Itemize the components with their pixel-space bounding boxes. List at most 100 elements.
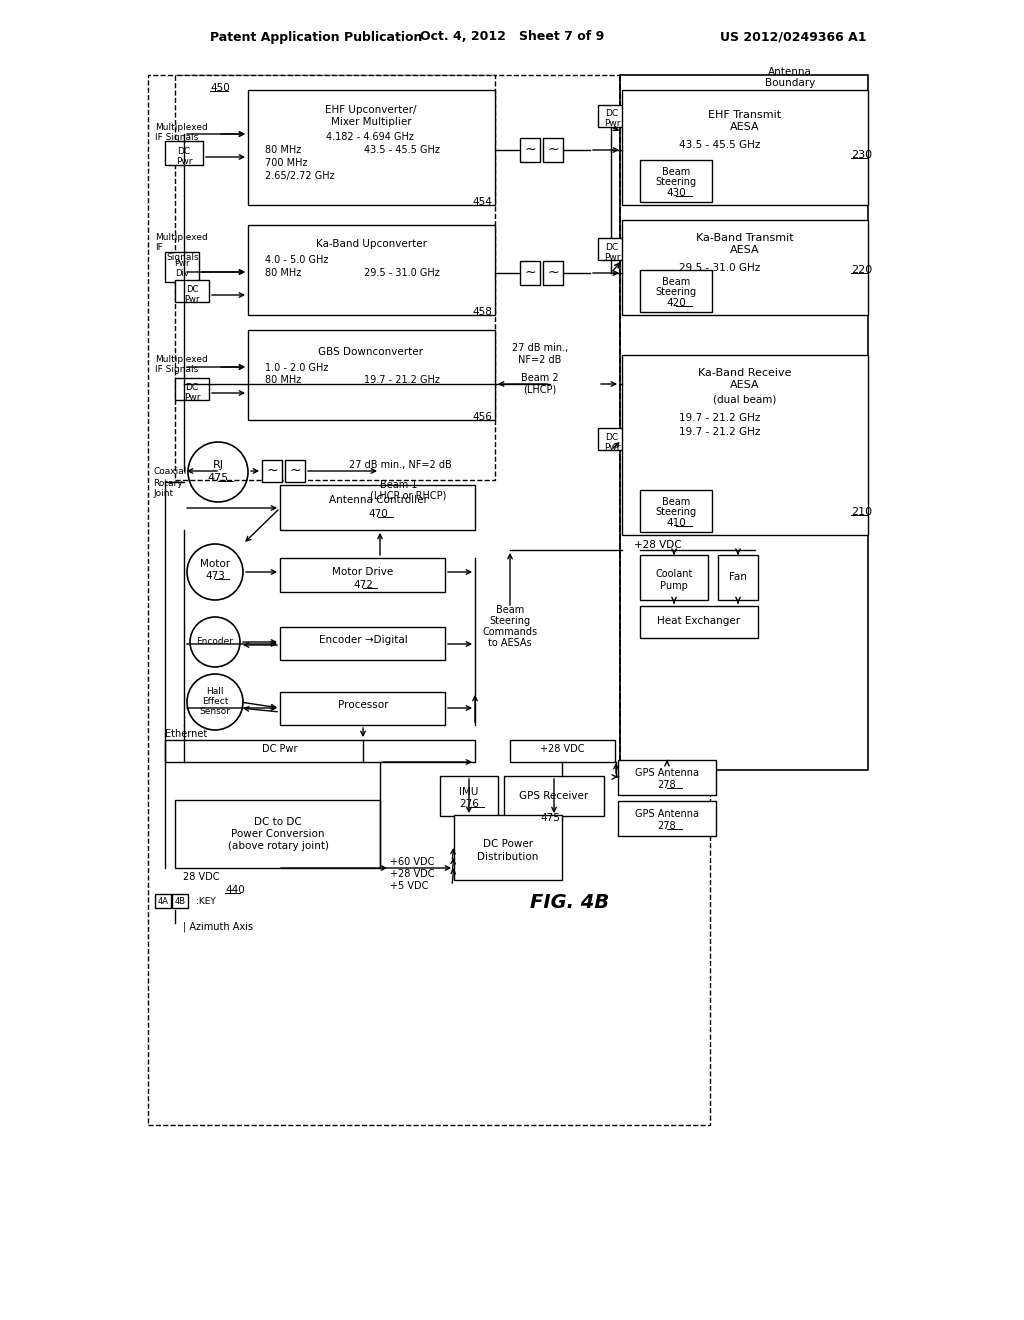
Text: 4A: 4A (158, 896, 169, 906)
Text: 43.5 - 45.5 GHz: 43.5 - 45.5 GHz (365, 145, 440, 154)
Bar (622, 220, 868, 315)
Text: GBS Downconverter: GBS Downconverter (318, 347, 424, 356)
Text: Mixer Multiplier: Mixer Multiplier (331, 117, 412, 127)
Bar (175, 280, 209, 302)
Text: AESA: AESA (730, 121, 760, 132)
Text: 80 MHz: 80 MHz (265, 375, 301, 385)
Text: 473: 473 (205, 572, 225, 581)
Text: Div: Div (175, 269, 189, 279)
Bar (280, 627, 445, 660)
Text: Pump: Pump (660, 581, 688, 591)
Text: GPS Antenna: GPS Antenna (635, 768, 699, 777)
Text: 80 MHz: 80 MHz (265, 268, 301, 279)
Text: Joint: Joint (153, 490, 173, 499)
Text: 19.7 - 21.2 GHz: 19.7 - 21.2 GHz (365, 375, 440, 385)
Text: US 2012/0249366 A1: US 2012/0249366 A1 (720, 30, 866, 44)
Text: Signals: Signals (166, 253, 199, 263)
Text: 4.182 - 4.694 GHz: 4.182 - 4.694 GHz (326, 132, 414, 143)
Bar (640, 554, 708, 601)
Text: +60 VDC: +60 VDC (390, 857, 434, 867)
Text: Multiplexed: Multiplexed (155, 234, 208, 243)
Text: Pwr: Pwr (604, 120, 621, 128)
Bar (172, 894, 188, 908)
Text: Distribution: Distribution (477, 851, 539, 862)
Text: Power Conversion: Power Conversion (231, 829, 325, 840)
Text: | Azimuth Axis: | Azimuth Axis (183, 921, 253, 932)
Text: (LHCP or RHCP): (LHCP or RHCP) (370, 491, 446, 502)
Text: Ka-Band Transmit: Ka-Band Transmit (696, 234, 794, 243)
Text: ~: ~ (524, 143, 536, 157)
Text: 210: 210 (851, 507, 872, 517)
Text: Antenna Controller: Antenna Controller (329, 495, 427, 506)
Text: 80 MHz: 80 MHz (265, 145, 301, 154)
Text: Steering: Steering (655, 177, 696, 187)
Bar (175, 800, 380, 869)
Bar (543, 261, 563, 285)
Text: Coolant: Coolant (655, 569, 692, 579)
Text: 29.5 - 31.0 GHz: 29.5 - 31.0 GHz (365, 268, 440, 279)
Text: Antenna: Antenna (768, 67, 812, 77)
Text: Beam: Beam (662, 168, 690, 177)
Text: Motor: Motor (200, 558, 230, 569)
Text: ~: ~ (547, 143, 559, 157)
Text: +28 VDC: +28 VDC (634, 540, 682, 550)
Text: IMU: IMU (460, 787, 478, 797)
Text: DC: DC (605, 243, 618, 252)
Text: Pwr: Pwr (174, 260, 189, 268)
Text: IF: IF (155, 243, 163, 252)
Text: Effect: Effect (202, 697, 228, 706)
Text: 27 dB min., NF=2 dB: 27 dB min., NF=2 dB (348, 459, 452, 470)
Text: EHF Transmit: EHF Transmit (709, 110, 781, 120)
Text: Heat Exchanger: Heat Exchanger (657, 616, 740, 626)
Text: (above rotary joint): (above rotary joint) (227, 841, 329, 851)
Bar (618, 801, 716, 836)
Text: Fan: Fan (729, 572, 746, 582)
Bar (280, 484, 475, 531)
Text: 470: 470 (368, 510, 388, 519)
Bar (165, 741, 475, 762)
Text: Coaxial: Coaxial (153, 467, 186, 477)
Bar (640, 271, 712, 312)
Bar (148, 75, 710, 1125)
Text: AESA: AESA (730, 246, 760, 255)
Text: Ka-Band Receive: Ka-Band Receive (698, 368, 792, 378)
Text: 4.0 - 5.0 GHz: 4.0 - 5.0 GHz (265, 255, 329, 265)
Text: Pwr: Pwr (604, 252, 621, 261)
Text: 700 MHz: 700 MHz (265, 158, 307, 168)
Text: Multiplexed: Multiplexed (155, 355, 208, 364)
Text: to AESAs: to AESAs (488, 638, 531, 648)
Text: Beam 1: Beam 1 (380, 480, 418, 490)
Text: DC: DC (177, 147, 190, 156)
Text: Ethernet: Ethernet (165, 729, 207, 739)
Text: 276: 276 (459, 799, 479, 809)
Text: 456: 456 (472, 412, 492, 422)
Bar (165, 252, 199, 282)
Text: ~: ~ (289, 465, 301, 478)
Text: Ka-Band Upconverter: Ka-Band Upconverter (315, 239, 427, 249)
Bar (175, 378, 209, 400)
Text: 4B: 4B (174, 896, 185, 906)
Text: ~: ~ (524, 267, 536, 280)
Text: Oct. 4, 2012   Sheet 7 of 9: Oct. 4, 2012 Sheet 7 of 9 (420, 30, 604, 44)
Text: DC: DC (185, 285, 199, 293)
Bar (262, 459, 282, 482)
Text: 19.7 - 21.2 GHz: 19.7 - 21.2 GHz (679, 426, 761, 437)
Text: 29.5 - 31.0 GHz: 29.5 - 31.0 GHz (679, 263, 761, 273)
Text: Multiplexed: Multiplexed (155, 124, 208, 132)
Text: AESA: AESA (730, 380, 760, 389)
Text: DC: DC (605, 433, 618, 441)
Text: Steering: Steering (489, 616, 530, 626)
Text: 440: 440 (225, 884, 245, 895)
Text: 472: 472 (353, 579, 373, 590)
Bar (280, 692, 445, 725)
Text: Pwr: Pwr (176, 157, 193, 165)
Text: DC Power: DC Power (483, 840, 534, 849)
Text: Beam: Beam (662, 498, 690, 507)
Text: 220: 220 (851, 265, 872, 275)
Bar (640, 160, 712, 202)
Text: +28 VDC: +28 VDC (390, 869, 434, 879)
Text: (dual beam): (dual beam) (714, 395, 776, 405)
Text: 278: 278 (657, 780, 676, 789)
Bar (454, 814, 562, 880)
Text: Boundary: Boundary (765, 78, 815, 88)
